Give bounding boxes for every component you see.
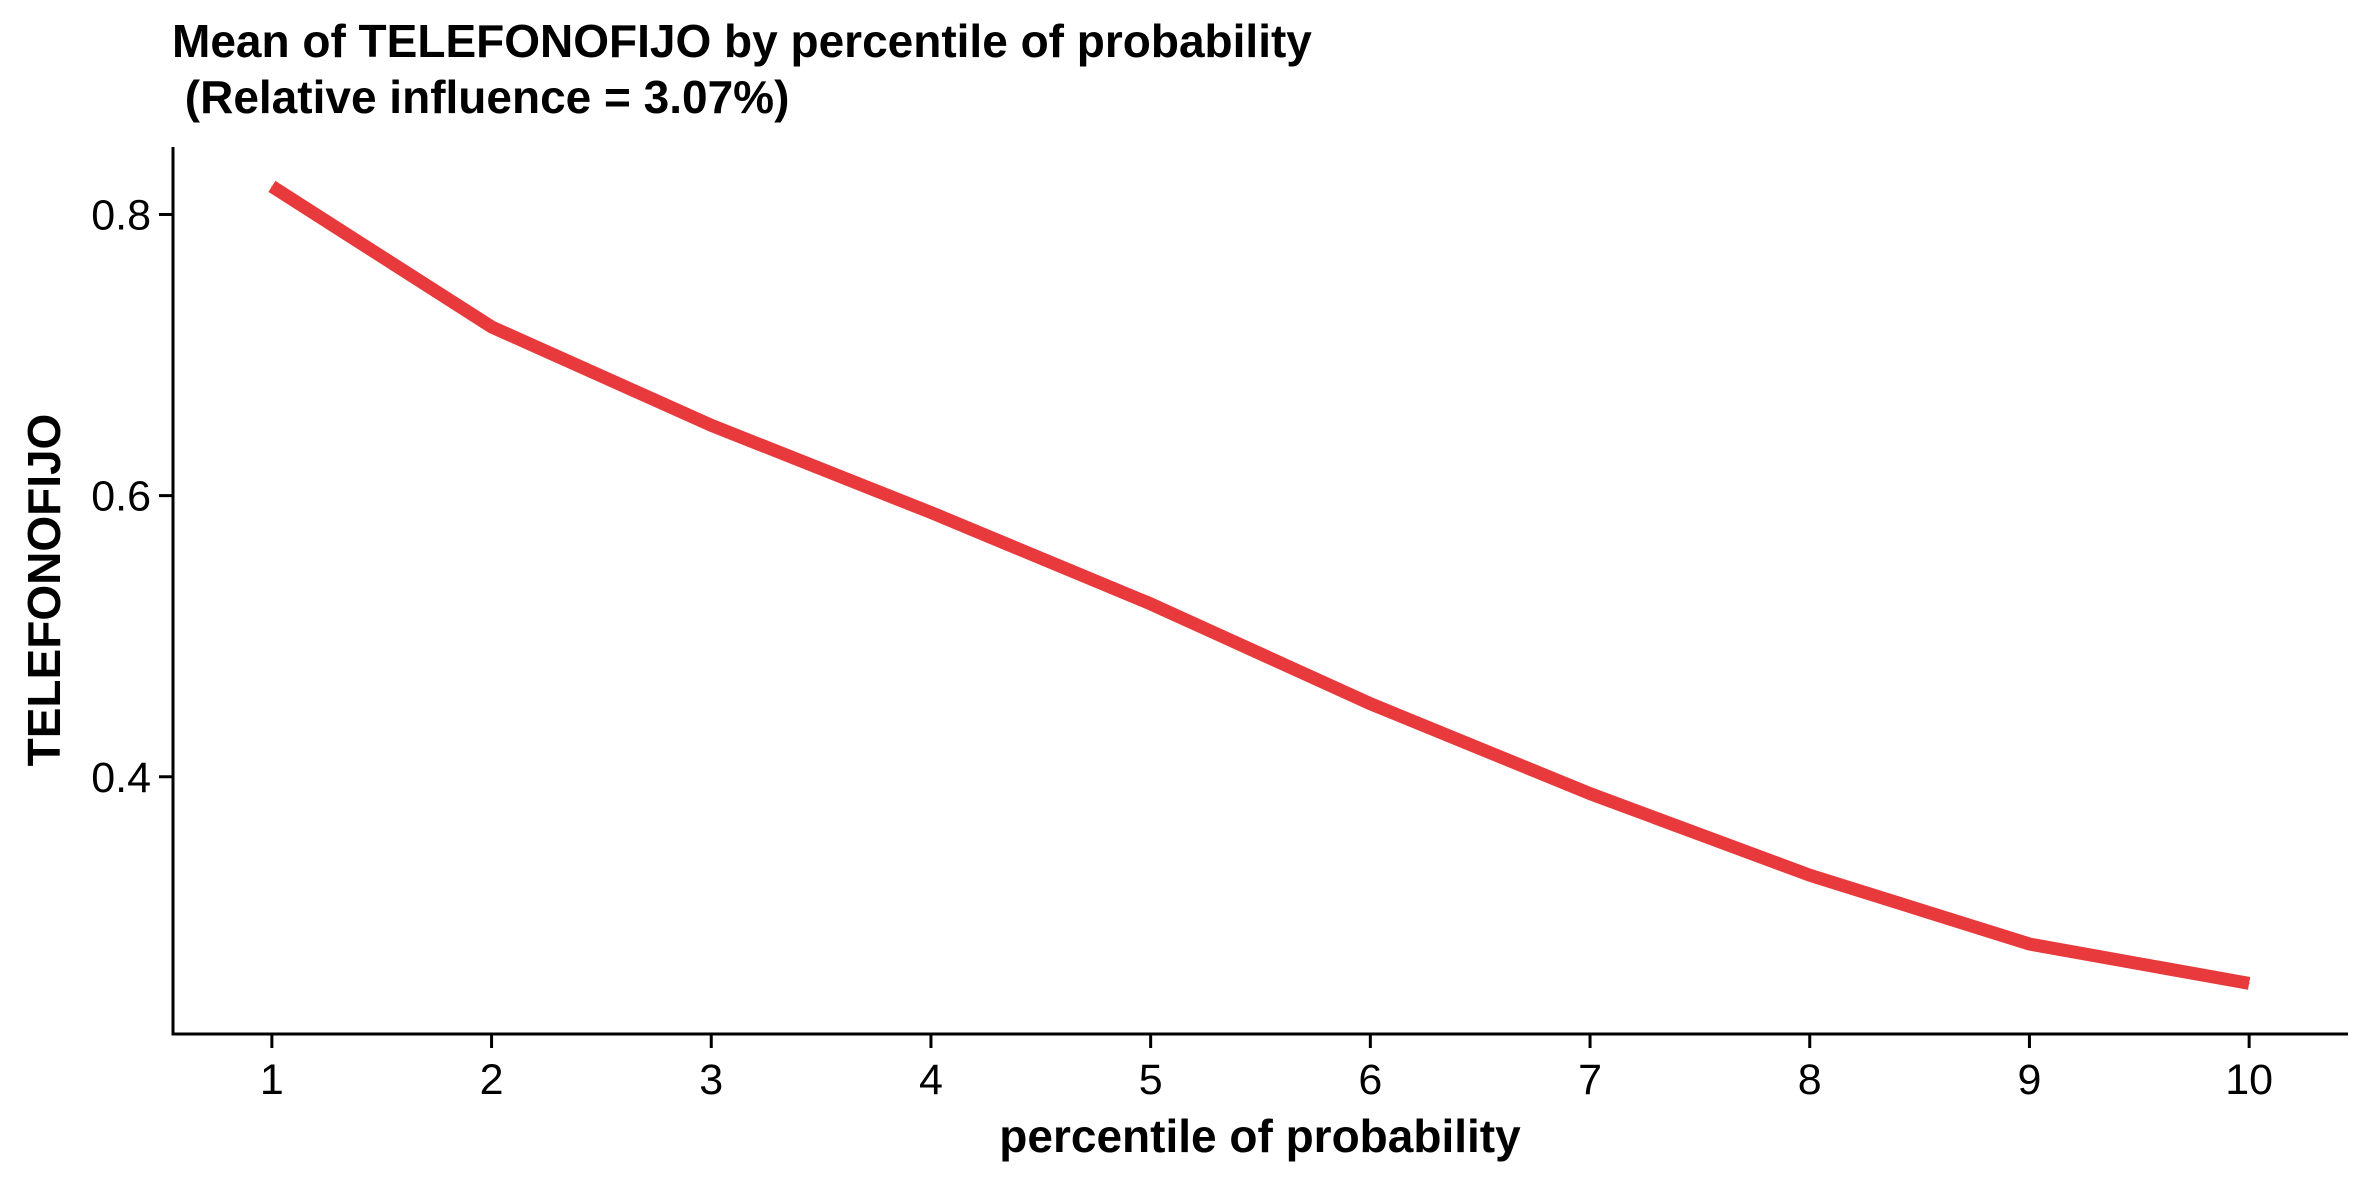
x-tick-label: 4: [919, 1056, 943, 1104]
data-point: [1809, 874, 1811, 876]
data-point: [710, 424, 712, 426]
series-layer: [268, 180, 2251, 990]
x-tick-label: 8: [1798, 1056, 1822, 1104]
x-tick-label: 3: [699, 1056, 723, 1104]
data-point: [1589, 793, 1591, 795]
x-tick-label: 7: [1578, 1056, 1602, 1104]
x-tick-label: 6: [1358, 1056, 1382, 1104]
x-tick-label: 10: [2225, 1056, 2273, 1104]
chart-title: Mean of TELEFONOFIJO by percentile of pr…: [172, 15, 1312, 67]
chart-subtitle: (Relative influence = 3.07%): [172, 71, 789, 123]
x-tick-label: 2: [480, 1056, 504, 1104]
x-axis-title: percentile of probability: [999, 1110, 1521, 1162]
data-point: [271, 185, 273, 187]
data-point: [930, 511, 932, 513]
x-tick-label: 1: [260, 1056, 284, 1104]
x-tick-label: 5: [1139, 1056, 1163, 1104]
data-point: [491, 326, 493, 328]
x-tick-label: 9: [2017, 1056, 2041, 1104]
data-point: [1369, 703, 1371, 705]
data-point: [1150, 603, 1152, 605]
y-axis-title: TELEFONOFIJO: [18, 414, 70, 767]
data-point: [2248, 982, 2250, 984]
x-axis-ticks: 1 2 3 4 5 6 7 8 9 10: [260, 1034, 2273, 1104]
y-tick-label: 0.8: [91, 191, 151, 239]
y-tick-label: 0.4: [91, 754, 151, 802]
data-point: [2028, 943, 2030, 945]
series-line: [268, 180, 2251, 990]
y-tick-label: 0.6: [91, 473, 151, 521]
y-axis-ticks: 0.4 0.6 0.8: [91, 191, 173, 802]
